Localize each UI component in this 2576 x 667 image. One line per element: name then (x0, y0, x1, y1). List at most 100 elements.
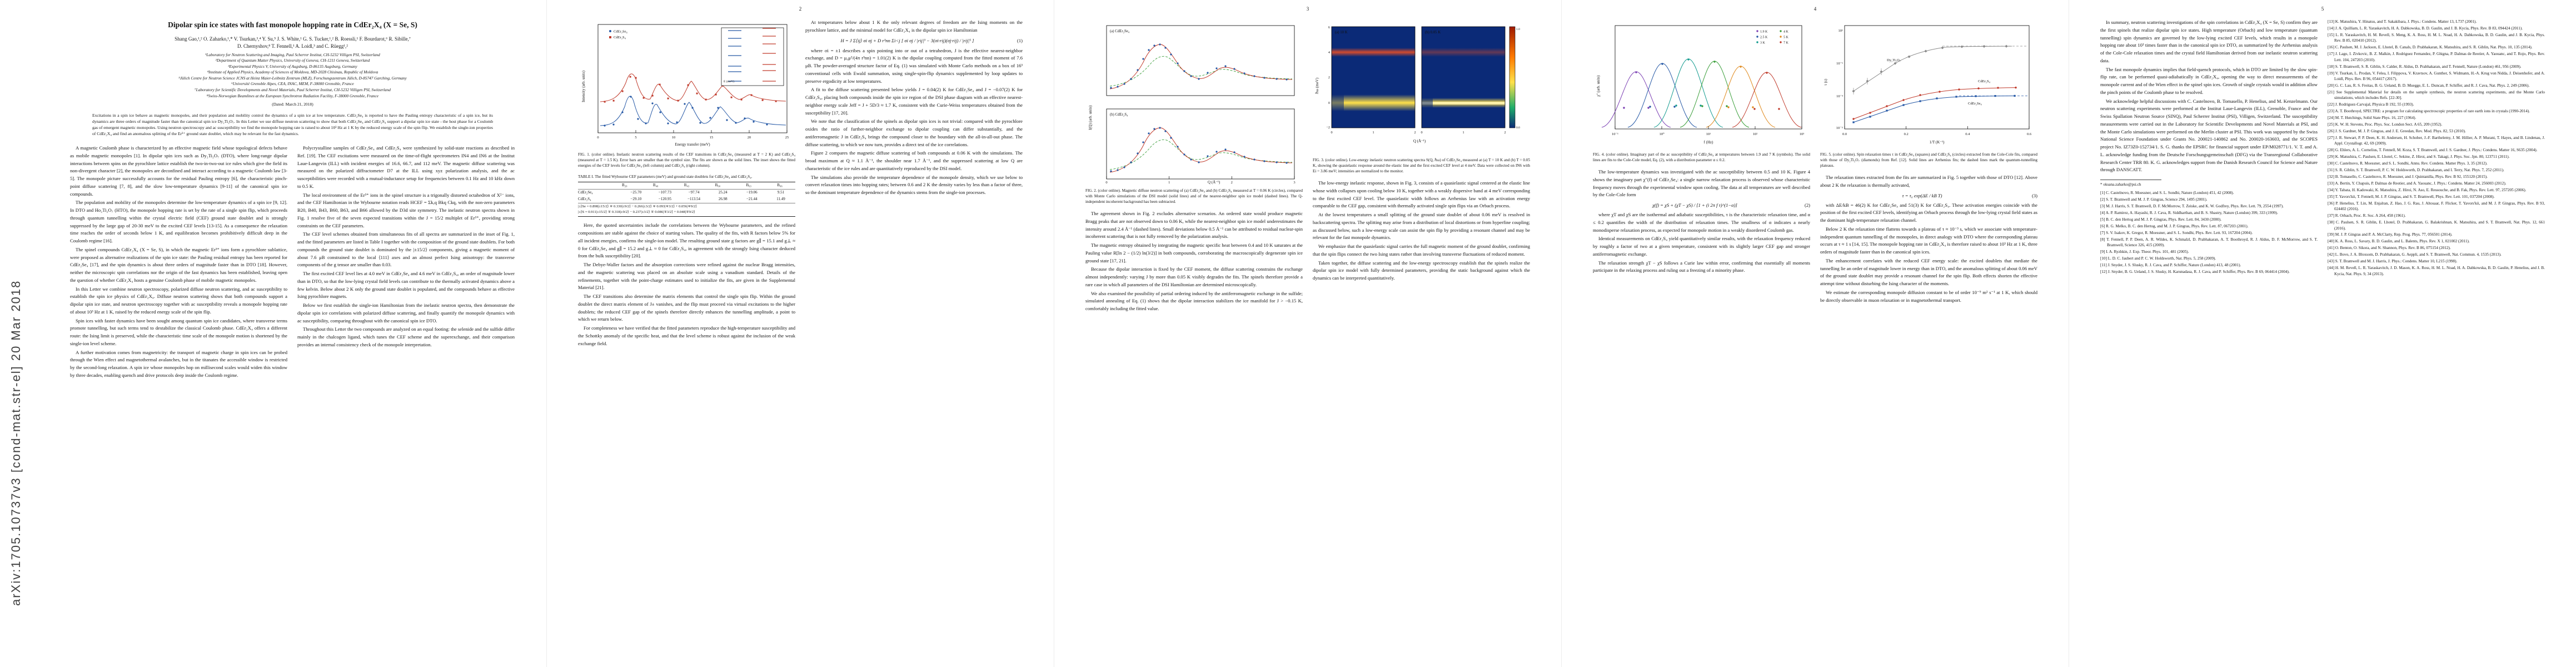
page-5: 5 In summary, neutron scattering investi… (2069, 0, 2576, 667)
figure-3: (a) 10 K (b) 0.05 K 1.0 0.0 6 4 (1313, 19, 1530, 174)
reference-item: [27] J. R. Stewart, P. P. Deen, K. H. An… (2328, 135, 2545, 146)
svg-text:2: 2 (1231, 181, 1233, 185)
page5-column-1: In summary, neutron scattering investiga… (2100, 19, 2318, 278)
table-1-header-row: B₂₀ B₄₀ B₄₃ B₆₀ B₆₃ B₆₆ (578, 182, 795, 190)
svg-text:10⁻³: 10⁻³ (1836, 94, 1843, 98)
fig3-colorbar-max: 1.0 (1516, 28, 1520, 31)
svg-text:10¹: 10¹ (1706, 132, 1711, 136)
svg-text:0: 0 (1331, 131, 1332, 135)
body-paragraph: Here, the quoted uncertainties include t… (578, 222, 795, 259)
equation-3: τ = τ₀ exp(ΔE / kB T) (3) (1820, 193, 2037, 198)
fig4-x-ticks: 10⁻¹ 10⁰ 10¹ 10² 10³ (1612, 132, 1804, 136)
affiliation-list: ¹Laboratory for Neutron Scattering and I… (70, 52, 515, 99)
reference-item: [39] M. J. P. Gingras and P. A. McClarty… (2328, 232, 2453, 237)
fig4-y-label: χ″ (arb. units) (1596, 75, 1601, 97)
body-paragraph: We acknowledge helpful discussions with … (2100, 98, 2318, 173)
affiliation: ⁴Institute of Applied Physics, Academy o… (207, 69, 378, 75)
fig1-series-se-markers (604, 96, 768, 127)
page5-column-2: [13] K. Matsuhira, Y. Hinatsu, and T. Sa… (2328, 19, 2545, 278)
reference-item: [6] R. G. Melko, B. C. den Hertog, and M… (2100, 223, 2249, 228)
table-header-cell: B₆₀ (715, 183, 721, 188)
body-paragraph: with ΔE/kB = 46(2) K for CdEr₂Se₄ and 51… (1820, 202, 2037, 223)
affiliation: ²Department of Quantum Matter Physics, U… (215, 58, 370, 63)
fig2-panel-b-data (1110, 127, 1288, 172)
svg-text:1: 1 (1168, 181, 1170, 185)
front-matter: Dipolar spin ice states with fast monopo… (70, 20, 515, 107)
fig5-series-se (1852, 94, 2016, 123)
fig3-x-ticks: 0 1 2 0 1 2 (1331, 131, 1506, 135)
reference-item: [4] A. P. Ramirez, A. Hayashi, R. J. Cav… (2100, 210, 2278, 215)
table-cell: 11.49 (776, 197, 785, 202)
body-paragraph: The local environment of the Er³⁺ ions i… (297, 192, 515, 228)
affiliation: ³Experimental Physics V, University of A… (228, 63, 357, 69)
page3-column-2: (a) 10 K (b) 0.05 K 1.0 0.0 6 4 (1313, 19, 1530, 314)
page3-column-1: (a) CdEr₂Se₄ (b) CdEr₂S₄ (1085, 19, 1303, 314)
svg-text:25: 25 (785, 136, 789, 140)
reference-item: [18] S. T. Bramwell, S. R. Giblin, S. Ca… (2328, 64, 2522, 69)
svg-text:7 K: 7 K (1783, 42, 1789, 45)
body-paragraph: Taken together, the diffuse scattering a… (1313, 260, 1530, 281)
figure-5-plot: Dy₂Ti₂O₇ CdEr₂S₄ CdEr₂Se₄ 10¹ 10⁻¹ 10⁻³ … (1820, 19, 2037, 150)
page2-column-1: 0 5 10 15 20 25 Energy transfer (meV) In… (578, 19, 795, 349)
body-paragraph: The fast monopole dynamics implies that … (2100, 66, 2318, 95)
figure-2-plot: (a) CdEr₂Se₄ (b) CdEr₂S₄ (1085, 19, 1303, 186)
svg-text:1: 1 (1372, 131, 1374, 135)
reference-item: [43] S. T. Bramwell and M. J. Harris, J.… (2328, 259, 2458, 264)
body-paragraph: Identical measurements on CdEr₂S₄ yield … (1593, 236, 1810, 257)
svg-text:10⁰: 10⁰ (1659, 132, 1665, 136)
body-paragraph: The enhancement correlates with the redu… (1820, 257, 2037, 287)
equation-2-body: χ(f) = χS + (χT − χS) / [1 + (i 2π f τ)^… (1652, 202, 1737, 208)
reference-item: [9] I. A. Ryzhkin, J. Exp. Theor. Phys. … (2100, 249, 2189, 254)
body-paragraph: A fit to the diffuse scattering presente… (805, 87, 1023, 116)
fig1-y-label: Intensity (arb. units) (581, 70, 586, 102)
fig5-label-se: CdEr₂Se₄ (1968, 102, 1982, 106)
table-header-cell: B₂₀ (622, 183, 627, 188)
fig2-x-label: Q (Å⁻¹) (1208, 180, 1220, 185)
fig1-x-ticks: 0 5 10 15 20 25 (597, 136, 789, 140)
svg-text:0: 0 (1328, 101, 1330, 105)
affiliation: ⁷Laboratory for Scientific Developments … (195, 87, 391, 93)
body-paragraph: The Debye-Waller factors and the absorpt… (578, 262, 795, 291)
fig5-x-label: 1/T (K⁻¹) (1930, 140, 1945, 145)
figure-2-caption: FIG. 2. (color online). Magnetic diffuse… (1085, 188, 1303, 205)
fig2-panel-a-label: (a) CdEr₂Se₄ (1110, 29, 1130, 33)
body-paragraph: We note that the classification of the s… (805, 118, 1023, 147)
reference-item: [31] S. R. Giblin, S. T. Bramwell, P. C.… (2328, 168, 2504, 173)
svg-text:1: 1 (1462, 131, 1464, 135)
page1-column-1: A magnetic Coulomb phase is characterize… (70, 145, 287, 381)
reference-item: [11] J. Snyder, J. S. Slusky, R. J. Cava… (2100, 262, 2241, 267)
reference-item: [24] M. T. Hutchings, Solid State Phys. … (2328, 116, 2416, 121)
svg-text:4 K: 4 K (1783, 31, 1789, 34)
reference-item: [20] G. C. Lau, R. S. Freitas, B. G. Uel… (2328, 83, 2530, 88)
fig2-panel-a-data (1110, 43, 1288, 89)
svg-text:2: 2 (1504, 131, 1506, 135)
svg-text:10: 10 (672, 136, 676, 140)
table-cell: −120.95 (658, 197, 672, 202)
fig3-y-label: ℏω (meV) (1315, 77, 1319, 94)
table-cell: 9.51 (777, 190, 785, 195)
body-paragraph: In this Letter we combine neutron spectr… (70, 286, 287, 315)
svg-text:2: 2 (1414, 131, 1416, 135)
body-paragraph: The low-energy inelastic response, shown… (1313, 180, 1530, 209)
body-paragraph: The relaxation times extracted from the … (1820, 175, 2037, 188)
table-1: TABLE I. The fitted Wybourne CEF paramet… (578, 174, 795, 217)
reference-item: [13] K. Matsuhira, Y. Hinatsu, and T. Sa… (2328, 19, 2477, 24)
reference-list-column-1: [1] C. Castelnovo, R. Moessner, and S. L… (2100, 190, 2318, 275)
reference-item: [25] K. W. H. Stevens, Proc. Phys. Soc. … (2328, 122, 2443, 127)
body-paragraph: A magnetic Coulomb phase is characterize… (70, 145, 287, 197)
svg-text:2: 2 (1328, 76, 1330, 79)
reference-item: [32] B. Tomasello, C. Castelnovo, R. Moe… (2328, 175, 2488, 179)
equation-1-number: (1) (1017, 38, 1023, 43)
fig5-series-s (1852, 86, 2017, 120)
reference-item: [30] C. Castelnovo, R. Moessner, and S. … (2328, 161, 2488, 166)
fig5-series-dto (1852, 44, 2008, 93)
fig5-error-bars (1853, 68, 1882, 94)
reference-item: [16] C. Paulsen, M. J. Jackson, E. Lhote… (2328, 45, 2533, 50)
table-cell: −21.44 (746, 197, 758, 202)
table-cell: −97.74 (688, 190, 700, 195)
fig5-x-ticks: 0.0 0.2 0.4 0.6 (1842, 132, 2032, 136)
reference-item: [35] T. Yavors'kii, T. Fennell, M. J. P.… (2328, 194, 2495, 199)
page2-column-2: At temperatures below about 1 K the only… (805, 19, 1023, 349)
reference-item: [34] Y. Tabata, H. Kadowaki, K. Matsuhir… (2328, 187, 2527, 192)
